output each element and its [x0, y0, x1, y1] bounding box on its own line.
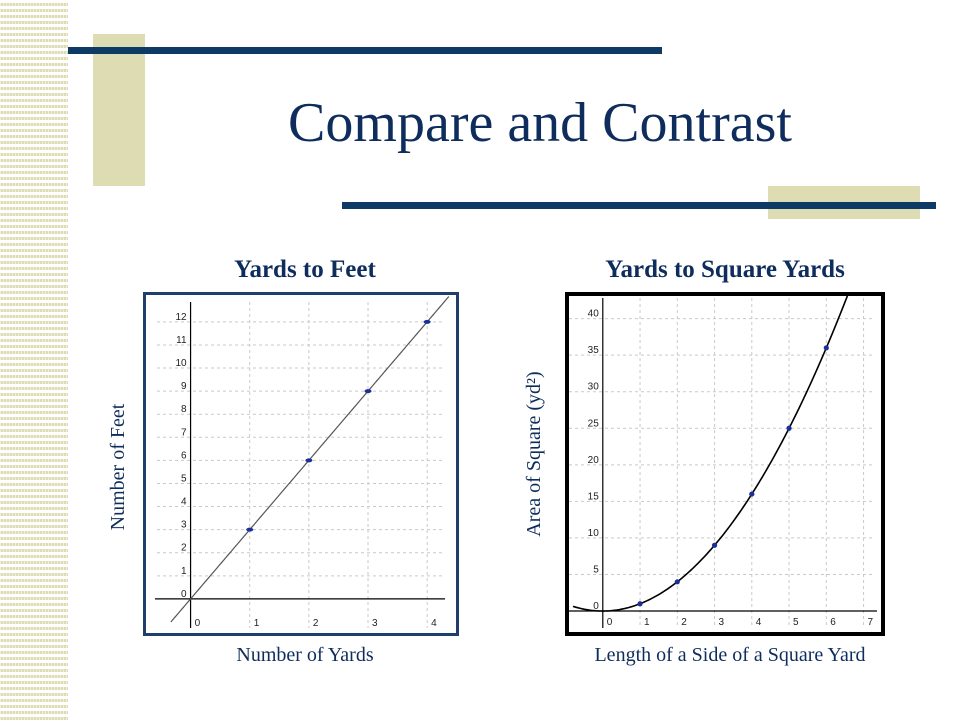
- data-point: [423, 319, 431, 324]
- chart-frame: [143, 292, 459, 636]
- chart-title-yards-to-feet: Yards to Feet: [234, 256, 376, 283]
- y-tick-label: 30: [588, 382, 600, 393]
- data-point: [246, 527, 254, 532]
- chart-title-yards-to-square-yards: Yards to Square Yards: [605, 256, 845, 283]
- chart-yards-to-square-yards: 0 1 2 3 4 5 6 7 0 5 10 15 20 25 30 35 40: [565, 292, 885, 636]
- y-tick-label: 7: [181, 427, 187, 438]
- x-tick-label: 1: [644, 617, 650, 628]
- data-point: [823, 345, 829, 351]
- x-tick-label: 0: [607, 617, 613, 628]
- y-tick-label: 5: [593, 564, 599, 575]
- x-tick-label: 3: [719, 617, 725, 628]
- x-tick-label: 3: [372, 618, 378, 629]
- x-tick-label: 1: [254, 618, 260, 629]
- y-tick-label: 9: [181, 381, 187, 392]
- y-axis-label-left: Number of Feet: [107, 403, 129, 531]
- y-tick-label: 11: [176, 335, 187, 346]
- y-tick-label: 20: [588, 455, 600, 466]
- chart-frame: [565, 292, 885, 636]
- y-tick-label: 8: [181, 404, 187, 415]
- y-tick-label: 12: [175, 312, 187, 323]
- x-tick-label: 7: [868, 617, 874, 628]
- y-tick-label: 5: [181, 473, 187, 484]
- series-line: [572, 292, 850, 612]
- data-point: [364, 389, 372, 394]
- data-point: [305, 458, 313, 463]
- x-tick-label: 6: [830, 617, 836, 628]
- y-tick-label: 3: [181, 520, 187, 531]
- y-tick-label: 6: [181, 450, 187, 461]
- y-tick-label: 25: [588, 418, 600, 429]
- y-tick-label: 1: [181, 566, 187, 577]
- decorative-stripe: [0, 0, 68, 720]
- y-tick-label: 0: [181, 589, 187, 600]
- data-point: [749, 491, 755, 497]
- y-tick-label: 40: [588, 309, 600, 320]
- x-tick-label: 5: [793, 617, 799, 628]
- bottom-rule: [342, 202, 936, 209]
- y-tick-label: 4: [181, 497, 187, 508]
- y-tick-label: 10: [175, 358, 187, 369]
- x-tick-label: 0: [195, 618, 201, 629]
- x-tick-label: 2: [681, 617, 687, 628]
- x-tick-label: 4: [756, 617, 762, 628]
- y-tick-label: 10: [588, 528, 600, 539]
- y-tick-label: 0: [593, 601, 599, 612]
- x-axis-label-left: Number of Yards: [236, 644, 374, 666]
- data-point: [637, 601, 643, 607]
- slide-title: Compare and Contrast: [288, 92, 792, 154]
- top-rule: [68, 47, 662, 54]
- y-tick-label: 15: [588, 491, 600, 502]
- data-point: [674, 579, 680, 585]
- accent-block-left: [93, 34, 145, 186]
- data-point: [786, 425, 792, 431]
- x-tick-label: 2: [313, 618, 319, 629]
- x-axis-label-right: Length of a Side of a Square Yard: [594, 644, 866, 666]
- y-tick-label: 2: [181, 543, 187, 554]
- y-axis-label-right: Area of Square (yd²): [523, 371, 545, 537]
- y-tick-label: 35: [588, 345, 600, 356]
- data-point: [711, 542, 718, 548]
- x-tick-label: 4: [431, 618, 437, 629]
